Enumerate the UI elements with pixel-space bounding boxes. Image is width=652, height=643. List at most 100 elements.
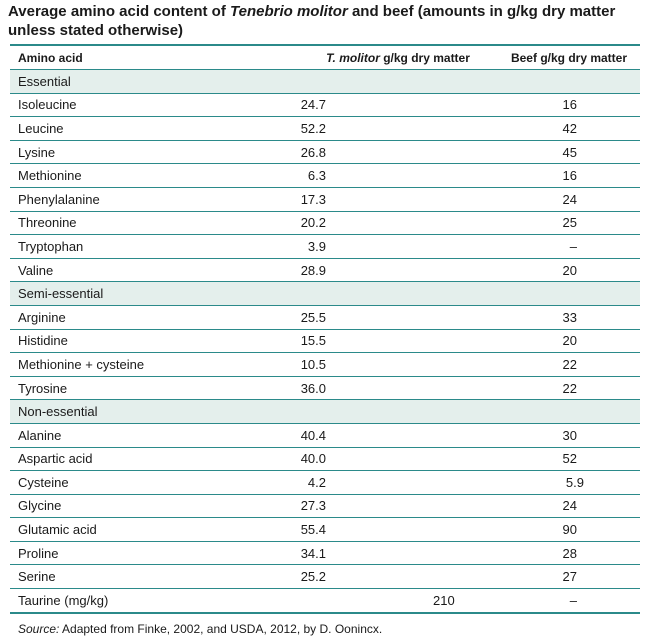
tm-value: 20.2 xyxy=(298,211,498,236)
amino-acid-name: Leucine xyxy=(10,116,298,141)
amino-acid-name: Serine xyxy=(10,564,298,590)
amino-acid-name: Proline xyxy=(10,541,298,566)
tm-value: 28.9 xyxy=(298,258,498,283)
table-row: Lysine 26.8 45 xyxy=(10,140,640,165)
table-row: Tyrosine 36.0 22 xyxy=(10,376,640,401)
table-row: Alanine 40.4 30 xyxy=(10,423,640,448)
beef-value: 30 xyxy=(498,423,640,448)
beef-value: – xyxy=(498,234,640,259)
header-tm: T. molitor g/kg dry matter xyxy=(298,44,498,70)
amino-acid-name: Taurine (mg/kg) xyxy=(10,588,298,614)
table-row: Methionine 6.3 16 xyxy=(10,163,640,188)
amino-acid-name: Tyrosine xyxy=(10,376,298,401)
header-beef: Beef g/kg dry matter xyxy=(498,44,640,70)
table-row: Isoleucine 24.7 16 xyxy=(10,93,640,118)
table-row: Aspartic acid 40.0 52 xyxy=(10,447,640,472)
table-body: Essential Isoleucine 24.7 16 Leucine 52.2 42 Ly… xyxy=(10,69,640,614)
table-row: Methionine + cysteine 10.5 22 xyxy=(10,352,640,377)
table-row: Glutamic acid 55.4 90 xyxy=(10,517,640,542)
table-row: Cysteine 4.2 5.9 xyxy=(10,470,640,495)
amino-acid-name: Aspartic acid xyxy=(10,447,298,472)
title-part1: Average amino acid content of xyxy=(8,3,230,20)
tm-value: 55.4 xyxy=(298,517,498,542)
tm-value: 24.7 xyxy=(298,93,498,118)
beef-value: 45 xyxy=(498,140,640,165)
tm-value: 17.3 xyxy=(298,187,498,212)
beef-value: 90 xyxy=(498,517,640,542)
section-label: Semi-essential xyxy=(10,281,640,306)
tm-value: 6.3 xyxy=(298,163,498,188)
tm-value: 210 xyxy=(298,588,498,614)
table-row: Taurine (mg/kg) 210– xyxy=(10,588,640,614)
beef-value: 28 xyxy=(498,541,640,566)
table-header-row: Amino acid T. molitor g/kg dry matter Be… xyxy=(10,44,640,70)
beef-value: 24 xyxy=(498,187,640,212)
amino-acid-name: Glycine xyxy=(10,494,298,519)
title-species: Tenebrio molitor xyxy=(230,3,348,20)
beef-value: 33 xyxy=(498,305,640,330)
amino-acid-name: Phenylalanine xyxy=(10,187,298,212)
header-tm-unit: g/kg dry matter xyxy=(379,50,470,65)
source-label: Source: xyxy=(18,622,60,636)
amino-acid-name: Threonine xyxy=(10,211,298,236)
amino-acid-name: Lysine xyxy=(10,140,298,165)
table-row: Arginine 25.5 33 xyxy=(10,305,640,330)
section-label: Non-essential xyxy=(10,399,640,424)
tm-value: 15.5 xyxy=(298,329,498,354)
section-row: Non-essential xyxy=(10,399,640,424)
beef-value: 20 xyxy=(498,329,640,354)
section-label: Essential xyxy=(10,69,640,94)
amino-acid-name: Arginine xyxy=(10,305,298,330)
tm-value: 52.2 xyxy=(298,116,498,141)
table-row: Tryptophan 3.9– xyxy=(10,234,640,259)
amino-acid-name: Isoleucine xyxy=(10,93,298,118)
tm-value: 34.1 xyxy=(298,541,498,566)
beef-value: 20 xyxy=(498,258,640,283)
beef-value: 22 xyxy=(498,376,640,401)
amino-acid-name: Methionine xyxy=(10,163,298,188)
beef-value: 42 xyxy=(498,116,640,141)
tm-value: 26.8 xyxy=(298,140,498,165)
beef-value: – xyxy=(498,588,640,614)
beef-value: 24 xyxy=(498,494,640,519)
section-row: Semi-essential xyxy=(10,281,640,306)
tm-value: 25.2 xyxy=(298,564,498,590)
beef-value: 52 xyxy=(498,447,640,472)
tm-value: 40.4 xyxy=(298,423,498,448)
table-row: Histidine 15.5 20 xyxy=(10,329,640,354)
tm-value: 10.5 xyxy=(298,352,498,377)
amino-acid-name: Valine xyxy=(10,258,298,283)
header-amino-acid: Amino acid xyxy=(10,44,298,70)
table-row: Glycine 27.3 24 xyxy=(10,494,640,519)
beef-value: 25 xyxy=(498,211,640,236)
header-tm-species: T. molitor xyxy=(326,50,380,65)
table-title: Average amino acid content of Tenebrio m… xyxy=(8,2,644,40)
table-row: Phenylalanine 17.3 24 xyxy=(10,187,640,212)
beef-value: 16 xyxy=(498,93,640,118)
amino-acid-name: Cysteine xyxy=(10,470,298,495)
table-row: Leucine 52.2 42 xyxy=(10,116,640,141)
tm-value: 25.5 xyxy=(298,305,498,330)
beef-value: 27 xyxy=(498,564,640,590)
tm-value: 36.0 xyxy=(298,376,498,401)
tm-value: 3.9 xyxy=(298,234,498,259)
amino-acid-name: Methionine + cysteine xyxy=(10,352,298,377)
beef-value: 16 xyxy=(498,163,640,188)
tm-value: 27.3 xyxy=(298,494,498,519)
amino-acid-name: Alanine xyxy=(10,423,298,448)
table-row: Threonine 20.2 25 xyxy=(10,211,640,236)
table-row: Valine 28.9 20 xyxy=(10,258,640,283)
amino-acid-name: Glutamic acid xyxy=(10,517,298,542)
amino-acid-name: Tryptophan xyxy=(10,234,298,259)
title-part2: and beef (amounts in g/kg dry matter unl… xyxy=(8,3,616,39)
beef-value: 22 xyxy=(498,352,640,377)
tm-value: 40.0 xyxy=(298,447,498,472)
source-text: Adapted from Finke, 2002, and USDA, 2012… xyxy=(59,622,383,636)
amino-acid-table: Amino acid T. molitor g/kg dry matter Be… xyxy=(10,44,640,614)
source-note: Source: Adapted from Finke, 2002, and US… xyxy=(18,622,382,636)
amino-acid-name: Histidine xyxy=(10,329,298,354)
table-row: Serine 25.2 27 xyxy=(10,564,640,590)
section-row: Essential xyxy=(10,69,640,94)
table-row: Proline 34.1 28 xyxy=(10,541,640,566)
beef-value: 5.9 xyxy=(498,470,640,495)
